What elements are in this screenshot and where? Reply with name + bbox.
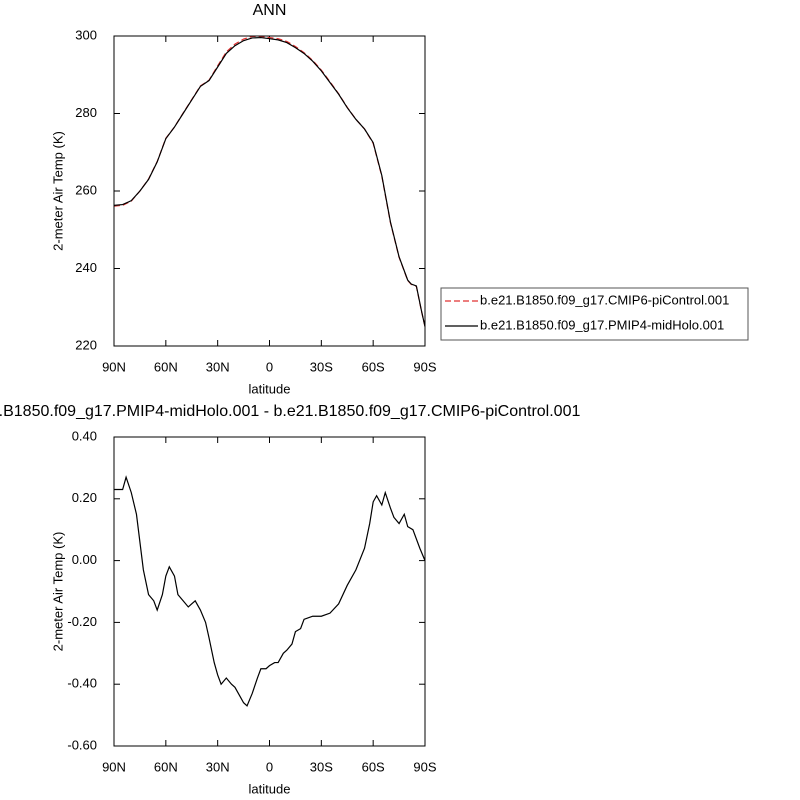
y-tick-label: 0.20 — [72, 490, 97, 505]
legend-label: b.e21.B1850.f09_g17.PMIP4-midHolo.001 — [480, 317, 724, 332]
x-tick-label: 60S — [362, 759, 385, 774]
legend-box — [440, 287, 749, 341]
x-axis-label: latitude — [249, 381, 291, 396]
legend-label: b.e21.B1850.f09_g17.CMIP6-piControl.001 — [480, 292, 729, 307]
x-tick-label: 90N — [102, 759, 126, 774]
x-tick-label: 30S — [310, 759, 333, 774]
x-tick-label: 90N — [102, 359, 126, 374]
x-tick-label: 60N — [154, 759, 178, 774]
data-line — [113, 36, 426, 327]
y-tick-label: -0.20 — [67, 614, 97, 629]
y-axis-label: 2-meter Air Temp (K) — [50, 532, 65, 652]
x-tick-label: 0 — [266, 359, 273, 374]
y-tick-label: -0.40 — [67, 676, 97, 691]
x-tick-label: 90S — [413, 359, 436, 374]
data-line — [113, 35, 426, 327]
x-tick-label: 30N — [206, 359, 230, 374]
x-tick-label: 60N — [154, 359, 178, 374]
x-axis-label: latitude — [249, 781, 291, 796]
y-tick-label: 0.00 — [72, 552, 97, 567]
x-tick-label: 30S — [310, 359, 333, 374]
y-tick-label: 260 — [75, 182, 97, 197]
x-tick-label: 90S — [413, 759, 436, 774]
data-line — [114, 475, 426, 707]
chart-title: ANN — [253, 2, 287, 19]
x-tick-label: 0 — [266, 759, 273, 774]
chart-title: b.e21.B1850.f09_g17.PMIP4-midHolo.001 - … — [0, 403, 580, 420]
y-tick-label: 220 — [75, 337, 97, 352]
y-tick-label: 300 — [75, 27, 97, 42]
x-tick-label: 30N — [206, 759, 230, 774]
y-tick-label: 240 — [75, 260, 97, 275]
plot-frame — [113, 35, 426, 347]
y-tick-label: 0.40 — [72, 428, 97, 443]
y-tick-label: 280 — [75, 105, 97, 120]
y-tick-label: -0.60 — [67, 737, 97, 752]
y-axis-label: 2-meter Air Temp (K) — [50, 131, 65, 251]
x-tick-label: 60S — [362, 359, 385, 374]
plot-frame — [113, 436, 426, 747]
